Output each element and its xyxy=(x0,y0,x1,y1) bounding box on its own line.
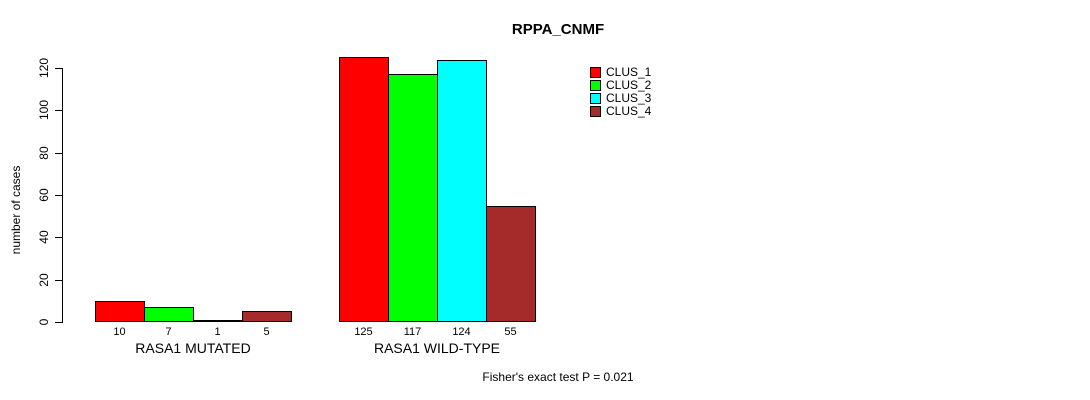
bar-clus-1-rasa1-wild-type xyxy=(339,57,389,322)
bar-clus-4-rasa1-wild-type xyxy=(486,206,536,322)
legend-label: CLUS_2 xyxy=(606,78,652,92)
y-tick-label: 40 xyxy=(37,230,51,244)
y-axis-label: number of cases xyxy=(9,165,23,255)
y-tick xyxy=(55,68,62,69)
bar-value-label: 10 xyxy=(113,326,126,338)
bar-value-label: 7 xyxy=(165,326,172,338)
legend-label: CLUS_1 xyxy=(606,65,652,79)
legend-label: CLUS_4 xyxy=(606,104,652,118)
bar-clus-4-rasa1-mutated xyxy=(242,311,292,322)
y-tick-label: 60 xyxy=(37,188,51,202)
bar-clus-3-rasa1-mutated xyxy=(193,320,243,322)
bar-clus-1-rasa1-mutated xyxy=(95,301,145,322)
legend-swatch-clus_4 xyxy=(590,106,601,117)
bar-clus-3-rasa1-wild-type xyxy=(437,60,487,322)
bar-value-label: 117 xyxy=(403,326,422,338)
y-tick-label: 120 xyxy=(37,57,51,79)
x-category-label: RASA1 WILD-TYPE xyxy=(373,340,501,356)
bar-clus-2-rasa1-mutated xyxy=(144,307,194,322)
bar-value-label: 55 xyxy=(504,326,517,338)
y-tick xyxy=(55,280,62,281)
y-tick xyxy=(55,110,62,111)
bar-value-label: 124 xyxy=(452,326,471,338)
legend-swatch-clus_3 xyxy=(590,93,601,104)
chart-title: RPPA_CNMF xyxy=(511,21,605,38)
y-tick-label: 80 xyxy=(37,146,51,160)
legend-swatch-clus_2 xyxy=(590,80,601,91)
legend: CLUS_1 CLUS_2 CLUS_3 CLUS_4 xyxy=(590,66,651,118)
bar-value-label: 125 xyxy=(354,326,373,338)
legend-label: CLUS_3 xyxy=(606,91,652,105)
x-category-label: RASA1 MUTATED xyxy=(135,340,251,356)
y-tick-label: 100 xyxy=(37,99,51,121)
bar-value-label: 1 xyxy=(214,326,221,338)
bar-value-label: 5 xyxy=(263,326,270,338)
legend-item-clus_3: CLUS_3 xyxy=(590,92,651,105)
y-tick xyxy=(55,153,62,154)
fisher-test-annotation: Fisher's exact test P = 0.021 xyxy=(482,370,634,384)
legend-item-clus_2: CLUS_2 xyxy=(590,79,651,92)
y-tick xyxy=(55,195,62,196)
y-tick-label: 0 xyxy=(37,318,51,326)
legend-item-clus_4: CLUS_4 xyxy=(590,105,651,118)
legend-item-clus_1: CLUS_1 xyxy=(590,66,651,79)
y-tick-label: 20 xyxy=(37,273,51,287)
y-tick xyxy=(55,237,62,238)
y-tick xyxy=(55,322,62,323)
bar-clus-2-rasa1-wild-type xyxy=(388,74,438,322)
legend-swatch-clus_1 xyxy=(590,67,601,78)
y-axis-line xyxy=(62,68,63,323)
